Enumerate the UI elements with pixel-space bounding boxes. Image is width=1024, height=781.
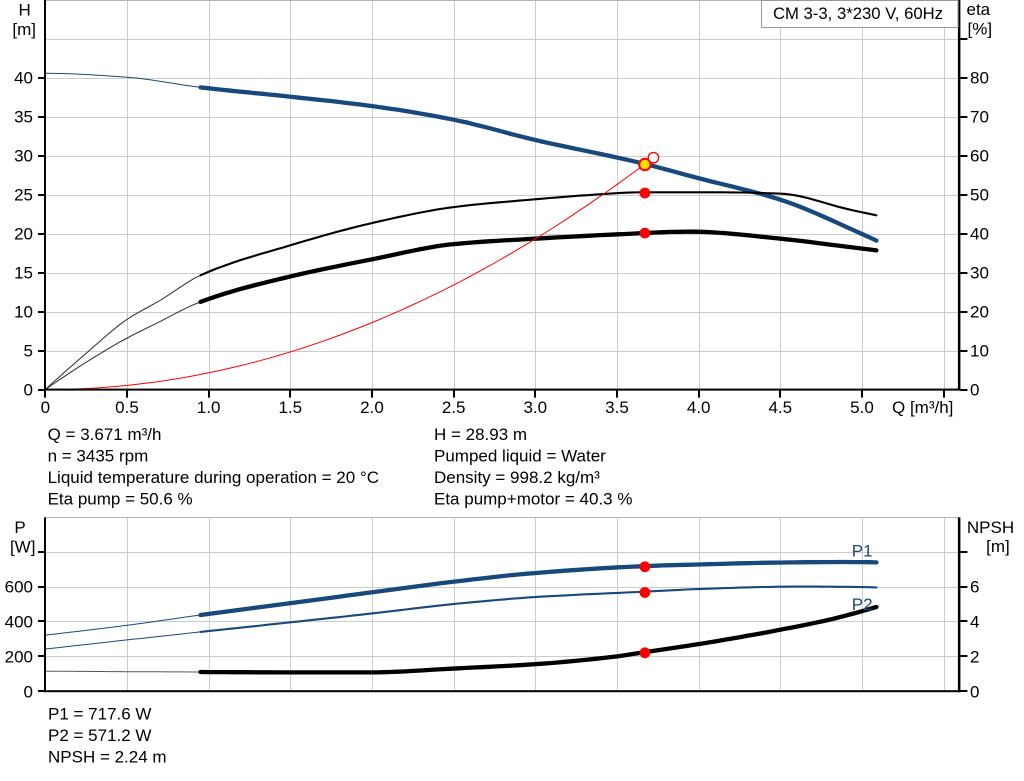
svg-text:0: 0 — [41, 398, 50, 417]
svg-text:5.0: 5.0 — [850, 398, 874, 417]
svg-text:400: 400 — [5, 613, 33, 632]
svg-text:70: 70 — [970, 108, 989, 127]
svg-text:H: H — [18, 0, 30, 19]
svg-text:6: 6 — [970, 578, 979, 597]
svg-text:2.0: 2.0 — [360, 398, 384, 417]
svg-text:4.0: 4.0 — [687, 398, 711, 417]
svg-text:20: 20 — [14, 225, 33, 244]
svg-text:H = 28.93 m: H = 28.93 m — [434, 425, 527, 444]
svg-text:NPSH: NPSH — [967, 518, 1014, 537]
svg-text:10: 10 — [970, 342, 989, 361]
svg-text:P2 = 571.2 W: P2 = 571.2 W — [48, 726, 151, 745]
svg-text:CM 3-3, 3*230 V, 60Hz: CM 3-3, 3*230 V, 60Hz — [773, 4, 943, 23]
svg-text:0: 0 — [24, 381, 33, 400]
svg-text:50: 50 — [970, 186, 989, 205]
svg-text:Eta pump = 50.6 %: Eta pump = 50.6 % — [48, 490, 193, 509]
svg-text:1.5: 1.5 — [278, 398, 302, 417]
svg-text:80: 80 — [970, 69, 989, 88]
svg-text:600: 600 — [5, 578, 33, 597]
svg-text:2.5: 2.5 — [442, 398, 466, 417]
svg-text:0.5: 0.5 — [115, 398, 139, 417]
svg-text:Pumped liquid = Water: Pumped liquid = Water — [434, 447, 606, 466]
svg-text:0: 0 — [24, 682, 33, 701]
svg-text:[m]: [m] — [12, 20, 36, 39]
svg-text:10: 10 — [14, 303, 33, 322]
svg-text:3.5: 3.5 — [605, 398, 629, 417]
svg-text:NPSH = 2.24 m: NPSH = 2.24 m — [48, 748, 167, 767]
svg-text:[W]: [W] — [10, 538, 36, 557]
svg-text:35: 35 — [14, 108, 33, 127]
svg-text:Liquid temperature during oper: Liquid temperature during operation = 20… — [48, 468, 379, 487]
svg-text:4: 4 — [970, 613, 979, 632]
svg-text:n = 3435 rpm: n = 3435 rpm — [48, 447, 149, 466]
svg-text:Q = 3.671 m³/h: Q = 3.671 m³/h — [48, 425, 162, 444]
svg-text:[%]: [%] — [968, 20, 993, 39]
svg-text:eta: eta — [967, 0, 991, 19]
svg-text:40: 40 — [14, 69, 33, 88]
svg-text:P1: P1 — [852, 541, 873, 560]
svg-text:3.0: 3.0 — [523, 398, 547, 417]
svg-text:200: 200 — [5, 647, 33, 666]
svg-text:5: 5 — [24, 342, 33, 361]
svg-text:0: 0 — [970, 682, 979, 701]
svg-text:15: 15 — [14, 264, 33, 283]
svg-text:P1 = 717.6 W: P1 = 717.6 W — [48, 705, 151, 724]
svg-text:P2: P2 — [852, 595, 873, 614]
svg-text:20: 20 — [970, 303, 989, 322]
svg-text:30: 30 — [970, 264, 989, 283]
svg-text:25: 25 — [14, 186, 33, 205]
svg-text:0: 0 — [970, 381, 979, 400]
svg-text:40: 40 — [970, 225, 989, 244]
svg-text:30: 30 — [14, 147, 33, 166]
svg-text:Q [m³/h]: Q [m³/h] — [892, 398, 953, 417]
svg-text:Density = 998.2 kg/m³: Density = 998.2 kg/m³ — [434, 468, 600, 487]
svg-text:1.0: 1.0 — [197, 398, 221, 417]
svg-text:Eta pump+motor = 40.3 %: Eta pump+motor = 40.3 % — [434, 490, 632, 509]
svg-text:60: 60 — [970, 147, 989, 166]
svg-text:4.5: 4.5 — [768, 398, 792, 417]
svg-text:2: 2 — [970, 647, 979, 666]
svg-text:[m]: [m] — [986, 537, 1010, 556]
svg-text:P: P — [14, 518, 25, 537]
